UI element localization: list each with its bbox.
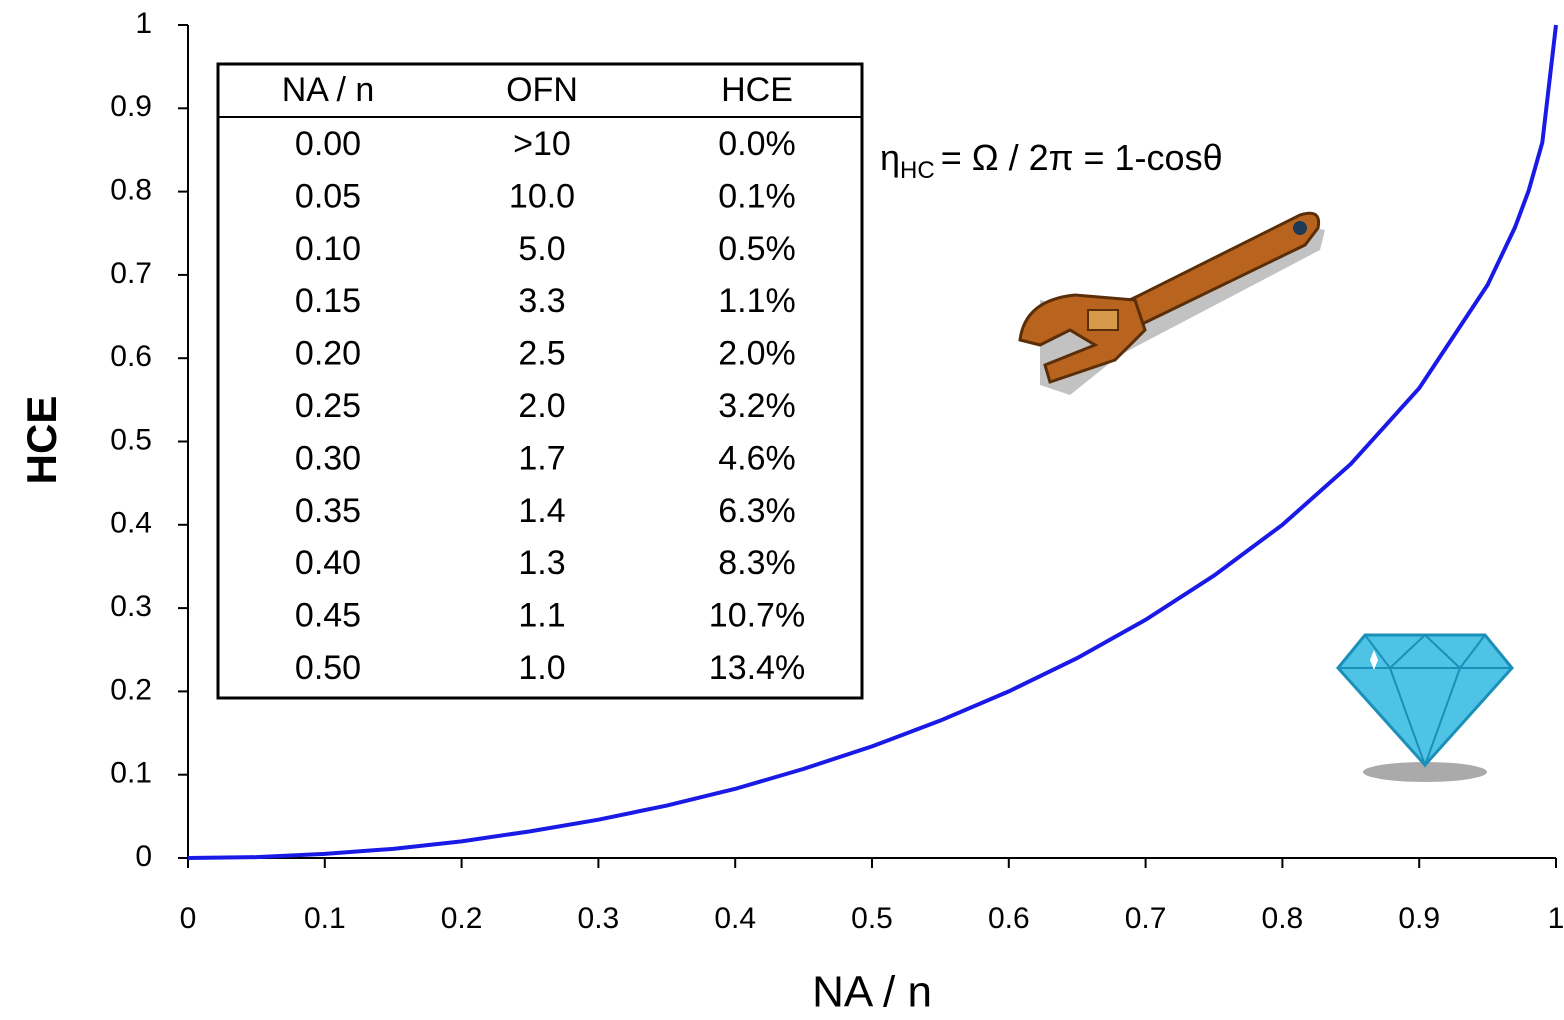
- table-cell: 0.15: [295, 282, 361, 320]
- diamond-icon: [1336, 633, 1514, 782]
- table-cell: 0.50: [295, 649, 361, 687]
- table-cell: 0.25: [295, 387, 361, 425]
- y-tick-label: 0.3: [110, 590, 152, 623]
- table-cell: 8.3%: [718, 544, 796, 582]
- table-cell: 0.30: [295, 439, 361, 477]
- y-tick-label: 0.4: [110, 507, 152, 540]
- table-cell: 0.05: [295, 177, 361, 215]
- x-tick-label: 0.7: [1125, 902, 1167, 935]
- y-tick-label: 0.2: [110, 673, 152, 706]
- x-tick-label: 1: [1548, 902, 1564, 935]
- y-tick-label: 1: [135, 7, 152, 40]
- y-tick-label: 0.9: [110, 90, 152, 123]
- table-cell: 0.10: [295, 230, 361, 268]
- table-cell: 2.0%: [718, 335, 796, 373]
- y-tick-label: 0: [135, 840, 152, 873]
- table-cell: 10.0: [509, 177, 575, 215]
- x-tick-label: 0.1: [304, 902, 346, 935]
- x-tick-label: 0.4: [714, 902, 756, 935]
- x-tick-label: 0.9: [1398, 902, 1440, 935]
- x-tick-label: 0.2: [441, 902, 483, 935]
- table-cell: 0.5%: [718, 230, 796, 268]
- formula: ηHC = Ω / 2π = 1-cosθ: [880, 137, 1223, 185]
- formula-subscript: HC: [900, 157, 935, 184]
- table-cell: 4.6%: [718, 439, 796, 477]
- table-cell: 0.40: [295, 544, 361, 582]
- x-tick-label: 0.6: [988, 902, 1030, 935]
- y-tick-label: 0.7: [110, 257, 152, 290]
- table-cell: 13.4%: [709, 649, 805, 687]
- table-cell: 0.45: [295, 597, 361, 635]
- x-tick-label: 0.8: [1262, 902, 1304, 935]
- y-tick-label: 0.6: [110, 340, 152, 373]
- wrench-icon: [1018, 211, 1325, 395]
- table-header-cell: OFN: [506, 71, 578, 109]
- y-axis-title: HCE: [18, 396, 65, 485]
- table-cell: 3.3: [518, 282, 565, 320]
- table-cell: 1.0: [518, 649, 565, 687]
- table-cell: 5.0: [518, 230, 565, 268]
- line-series: [187, 24, 1558, 860]
- formula-symbol: η: [880, 137, 900, 178]
- table-cell: 2.0: [518, 387, 565, 425]
- table-cell: 0.20: [295, 335, 361, 373]
- table-cell: >10: [513, 125, 571, 163]
- table-cell: 1.7: [518, 439, 565, 477]
- table-cell: 1.1%: [718, 282, 796, 320]
- table-cell: 6.3%: [718, 492, 796, 530]
- table-header-cell: NA / n: [282, 71, 375, 109]
- table-cell: 1.3: [518, 544, 565, 582]
- x-tick-label: 0: [180, 902, 197, 935]
- table-cell: 0.35: [295, 492, 361, 530]
- y-tick-label: 0.8: [110, 174, 152, 207]
- table-cell: 2.5: [518, 335, 565, 373]
- formula-text: = Ω / 2π = 1-cosθ: [941, 137, 1223, 178]
- table-cell: 0.00: [295, 125, 361, 163]
- y-tick-label: 0.5: [110, 423, 152, 456]
- x-tick-label: 0.3: [578, 902, 620, 935]
- table-cell: 1.4: [518, 492, 565, 530]
- table-cell: 10.7%: [709, 597, 805, 635]
- table-box: [216, 62, 864, 700]
- y-tick-label: 0.1: [110, 757, 152, 790]
- table-header-cell: HCE: [721, 71, 793, 109]
- x-axis-title: NA / n: [812, 968, 932, 1017]
- x-tick-label: 0.5: [851, 902, 893, 935]
- table-cell: 3.2%: [718, 387, 796, 425]
- table-cell: 0.1%: [718, 177, 796, 215]
- table-cell: 1.1: [518, 597, 565, 635]
- table-cell: 0.0%: [718, 125, 796, 163]
